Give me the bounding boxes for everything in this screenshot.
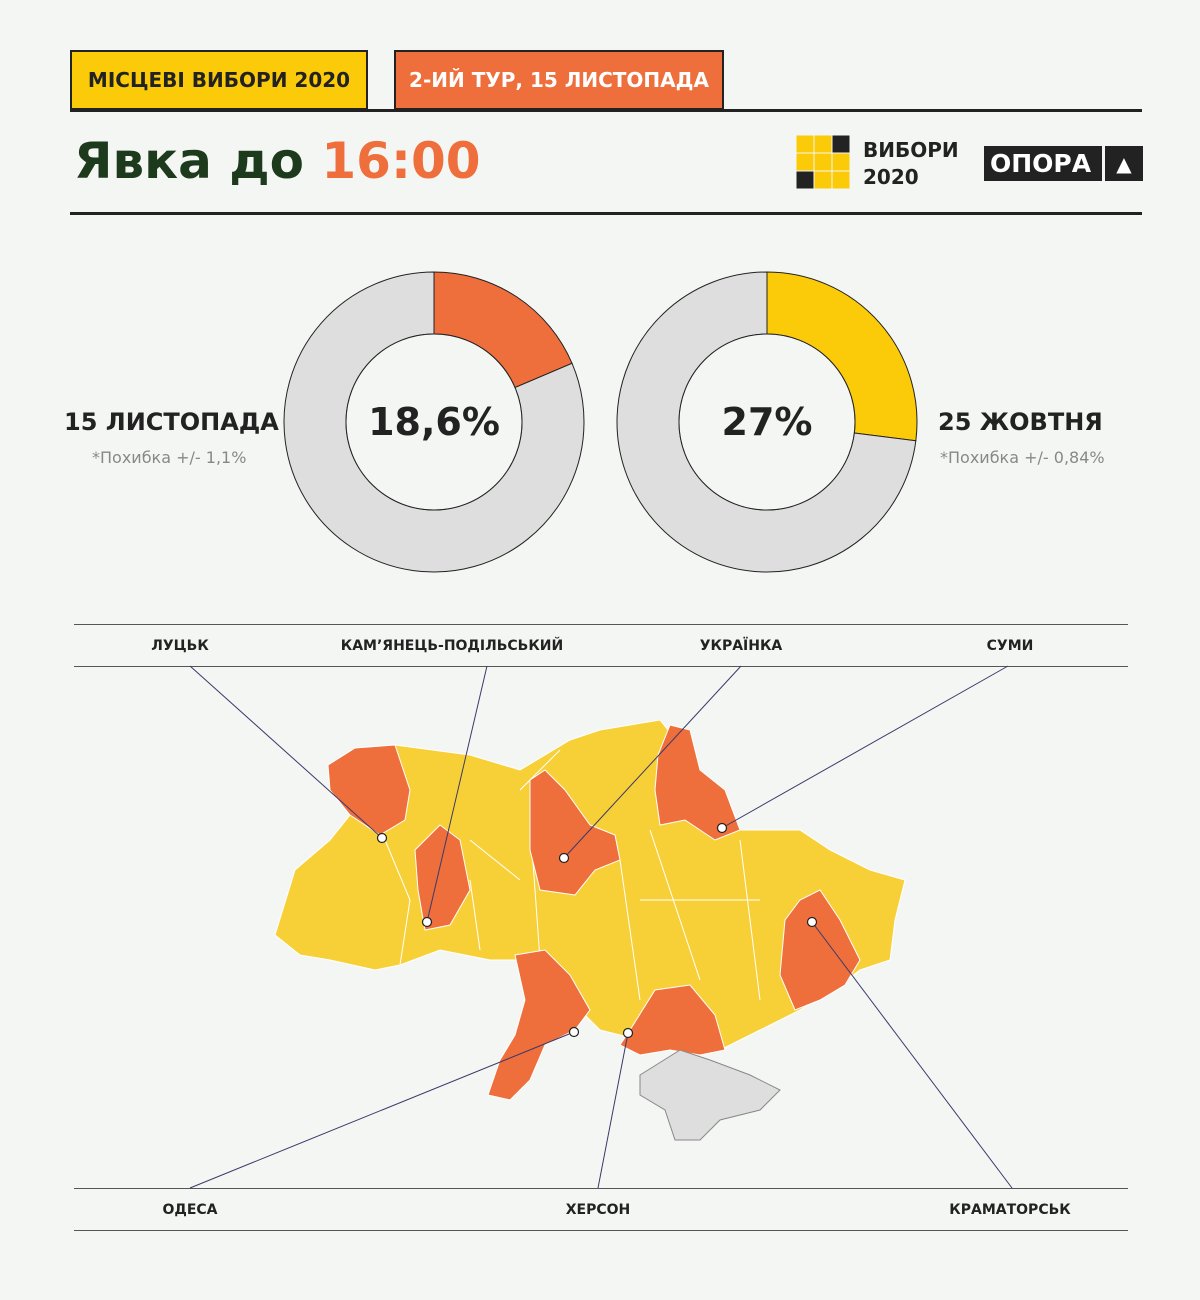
region-volyn <box>327 744 411 836</box>
city-marker-kherson <box>622 1027 634 1039</box>
city-label-ukrainka: УКРАЇНКА <box>699 638 783 654</box>
grid-logo-icon <box>795 134 851 190</box>
opora-logo: ОПОРА ▲ <box>984 146 1143 181</box>
city-marker-ukrainka <box>558 852 570 864</box>
city-marker-lutsk <box>376 832 388 844</box>
vybory-logo-text: ВИБОРИ 2020 <box>863 137 959 191</box>
region-kherson <box>619 984 726 1056</box>
donut2-value: 27% <box>721 400 813 444</box>
donut1-hole <box>345 333 523 511</box>
donut2-label: 25 ЖОВТНЯ <box>938 408 1103 436</box>
donut-charts <box>283 271 918 573</box>
donut2-hole <box>678 333 856 511</box>
region-borders <box>384 749 761 1001</box>
region-khmelnytskyi <box>414 824 471 931</box>
divider <box>74 666 1128 667</box>
divider <box>70 109 1142 112</box>
tag-local-elections: МІСЦЕВІ ВИБОРИ 2020 <box>70 50 368 110</box>
region-odesa <box>487 949 591 1101</box>
city-marker-kramatorsk <box>806 916 818 928</box>
logo-line1: ВИБОРИ <box>863 138 959 162</box>
logo-line2: 2020 <box>863 165 919 189</box>
donut1-note: *Похибка +/- 1,1% <box>92 448 247 467</box>
city-label-kramatorsk: КРАМАТОРСЬК <box>949 1202 1071 1218</box>
opora-text: ОПОРА <box>984 146 1102 181</box>
city-label-odesa: ОДЕСА <box>162 1202 218 1218</box>
region-donetsk <box>779 889 861 1011</box>
city-label-kamianets: КАМ’ЯНЕЦЬ-ПОДІЛЬСЬКИЙ <box>340 638 564 654</box>
divider <box>70 212 1142 215</box>
divider <box>74 624 1128 625</box>
city-label-lutsk: ЛУЦЬК <box>151 638 209 654</box>
donut1-label: 15 ЛИСТОПАДА <box>64 408 279 436</box>
triangle-icon: ▲ <box>1105 146 1143 181</box>
title-time: 16:00 <box>321 132 481 190</box>
city-marker-sumy <box>716 822 728 834</box>
donut2-note: *Похибка +/- 0,84% <box>940 448 1105 467</box>
page-title: Явка до 16:00 <box>74 132 481 190</box>
city-label-kherson: ХЕРСОН <box>565 1202 631 1218</box>
city-marker-odesa <box>568 1026 580 1038</box>
vybory-logo <box>795 134 852 195</box>
leader-lines <box>189 665 1013 1189</box>
donut1-value: 18,6% <box>368 400 500 444</box>
divider <box>74 1230 1128 1231</box>
city-marker-kamianets <box>421 916 433 928</box>
city-label-sumy: СУМИ <box>986 638 1034 654</box>
region-crimea <box>639 1049 781 1141</box>
title-text: Явка до <box>74 132 304 190</box>
region-kyiv <box>529 769 621 896</box>
region-sumy <box>654 724 741 841</box>
divider <box>74 1188 1128 1189</box>
